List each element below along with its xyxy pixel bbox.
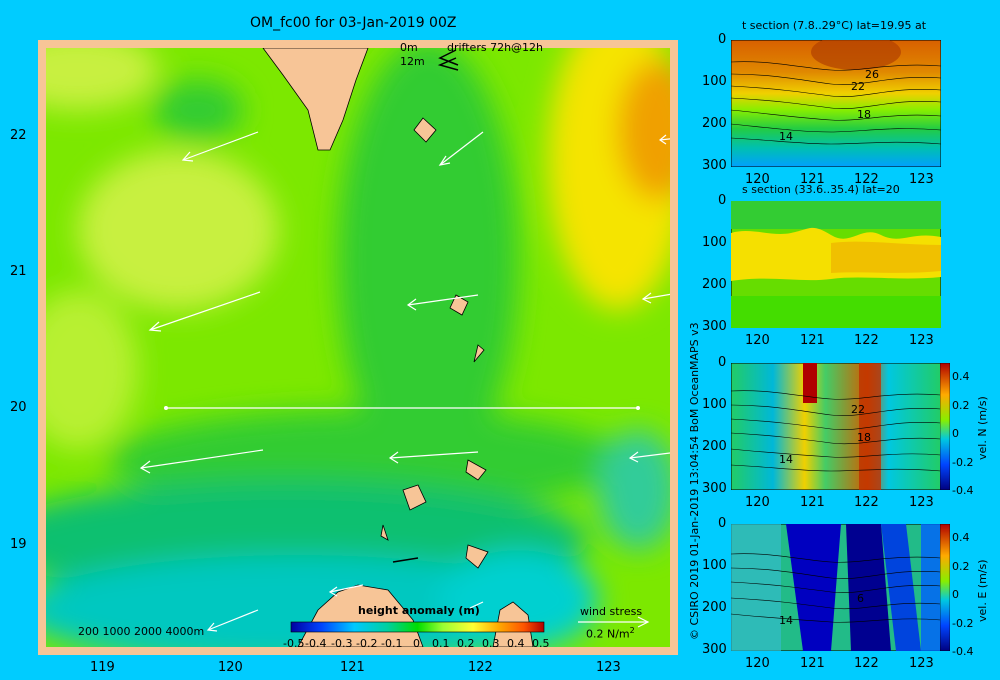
cbar-tick: 0	[952, 427, 959, 440]
colorbar-tick: -0.3	[331, 637, 353, 650]
cbar-tick: 0.2	[952, 399, 970, 412]
wind-stress-label: wind stress	[580, 605, 643, 618]
cbar-tick: -0.4	[952, 484, 974, 497]
colorbar-tick: 0.4	[507, 637, 525, 650]
contour-label: 18	[857, 431, 871, 444]
cbar-tick: 0	[952, 588, 959, 601]
panel-y-tick: 0	[718, 193, 727, 208]
contour-label: 22	[851, 403, 865, 416]
temperature-section-plot: 26 22 18 14	[731, 40, 941, 167]
panel-y-tick: 100	[702, 74, 727, 89]
panel-x-tick: 122	[854, 333, 879, 348]
panel-x-tick: 123	[909, 656, 934, 671]
lon-tick: 123	[596, 660, 621, 675]
colorbar-tick: -0.1	[381, 637, 403, 650]
bathymetry-label: 200 1000 2000 4000m	[78, 625, 205, 638]
panel-y-tick: 0	[718, 32, 727, 47]
panel-y-tick: 100	[702, 397, 727, 412]
panel-x-tick: 120	[745, 656, 770, 671]
panel-y-tick: 0	[718, 516, 727, 531]
vel-e-axis-label: vel. E (m/s)	[976, 559, 989, 622]
panel-y-tick: 300	[702, 319, 727, 334]
colorbar-title: height anomaly (m)	[358, 604, 480, 617]
velocity-east-plot: 6 14	[731, 524, 941, 651]
drifter-depth-bottom: 12m	[400, 55, 425, 68]
panel-x-tick: 121	[800, 172, 825, 187]
cbar-tick: -0.2	[952, 617, 974, 630]
colorbar-tick: -0.2	[356, 637, 378, 650]
vel-n-axis-label: vel. N (m/s)	[976, 396, 989, 460]
cbar-tick: 0.4	[952, 370, 970, 383]
lon-tick: 120	[218, 660, 243, 675]
lon-tick: 122	[468, 660, 493, 675]
contour-label: 26	[865, 68, 879, 81]
panel-y-tick: 200	[702, 600, 727, 615]
salinity-section-plot	[731, 201, 941, 328]
panel-y-tick: 300	[702, 642, 727, 657]
lat-tick: 22	[10, 128, 27, 143]
panel-x-tick: 120	[745, 333, 770, 348]
vel-n-colorbar	[940, 363, 950, 490]
colorbar-tick: 0.5	[532, 637, 550, 650]
contour-label: 14	[779, 614, 793, 627]
contour-label: 6	[857, 592, 864, 605]
cbar-tick: 0.2	[952, 560, 970, 573]
contour-label: 18	[857, 108, 871, 121]
velocity-north-plot: 22 18 14	[731, 363, 941, 490]
drifter-depth-top: 0m	[400, 41, 418, 54]
panel-title: s section (33.6..35.4) lat=20	[742, 183, 900, 196]
panel-y-tick: 300	[702, 481, 727, 496]
cbar-tick: -0.2	[952, 456, 974, 469]
panel-x-tick: 123	[909, 172, 934, 187]
colorbar-tick: -0.4	[305, 637, 327, 650]
panel-x-tick: 121	[800, 333, 825, 348]
lat-tick: 19	[10, 537, 27, 552]
panel-y-tick: 200	[702, 439, 727, 454]
panel-y-tick: 300	[702, 158, 727, 173]
contour-label: 14	[779, 130, 793, 143]
panel-title: t section (7.8..29°C) lat=19.95 at	[742, 19, 927, 32]
panel-x-tick: 122	[854, 495, 879, 510]
contour-label: 14	[779, 453, 793, 466]
vel-e-colorbar	[940, 524, 950, 651]
panel-y-tick: 200	[702, 116, 727, 131]
colorbar-tick: -0.5	[283, 637, 305, 650]
colorbar-tick: 0.1	[432, 637, 450, 650]
colorbar-tick: 0.2	[457, 637, 475, 650]
copyright-text: © CSIRO 2019 01-Jan-2019 13:04:54 BoM Oc…	[688, 322, 701, 640]
panel-x-tick: 121	[800, 495, 825, 510]
panel-x-tick: 121	[800, 656, 825, 671]
colorbar-tick: 0	[413, 637, 420, 650]
panel-x-tick: 120	[745, 495, 770, 510]
map-title: OM_fc00 for 03-Jan-2019 00Z	[250, 15, 457, 31]
panel-y-tick: 200	[702, 277, 727, 292]
lon-tick: 121	[340, 660, 365, 675]
contour-label: 22	[851, 80, 865, 93]
cbar-tick: 0.4	[952, 531, 970, 544]
lat-tick: 20	[10, 400, 27, 415]
height-anomaly-map	[38, 40, 678, 655]
panel-y-tick: 100	[702, 235, 727, 250]
lat-tick: 21	[10, 264, 27, 279]
wind-scale-label: 0.2 N/m2	[586, 626, 635, 641]
panel-x-tick: 123	[909, 333, 934, 348]
panel-x-tick: 120	[745, 172, 770, 187]
panel-y-tick: 0	[718, 355, 727, 370]
panel-x-tick: 123	[909, 495, 934, 510]
panel-y-tick: 100	[702, 558, 727, 573]
cbar-tick: -0.4	[952, 645, 974, 658]
panel-x-tick: 122	[854, 172, 879, 187]
colorbar-tick: 0.3	[482, 637, 500, 650]
lon-tick: 119	[90, 660, 115, 675]
drifter-legend-label: drifters 72h@12h	[447, 41, 544, 54]
panel-x-tick: 122	[854, 656, 879, 671]
